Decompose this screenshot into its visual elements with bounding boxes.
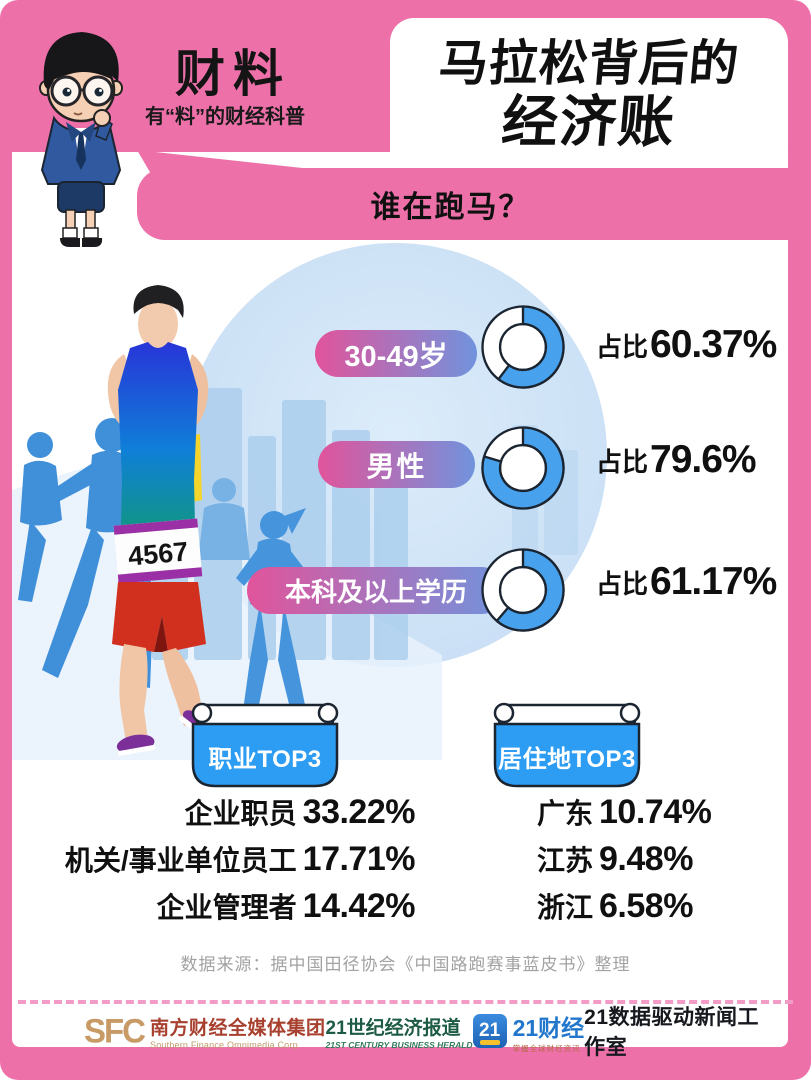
caijing-logo: 21 21财经 掌握全球财经资讯	[472, 1009, 585, 1054]
herald-logo: 21世纪经济报道 21ST CENTURY BUSINESS HERALD	[326, 1013, 473, 1050]
sfc-name-en: Southern Finance Omnimedia Corp.	[150, 1039, 301, 1050]
stat-value-education: 占比 61.17%	[596, 560, 777, 604]
stat-prefix: 占比	[596, 446, 649, 477]
stat-prefix: 占比	[596, 331, 649, 362]
stat-number: 61.17%	[650, 560, 777, 603]
dashed-divider	[18, 1000, 793, 1004]
stat-value-age: 占比 60.37%	[596, 323, 777, 367]
runner-illustration: 4567	[12, 243, 607, 760]
stat-label-age: 30-49岁	[315, 330, 477, 377]
herald-name-cn: 21世纪经济报道	[325, 1017, 461, 1039]
list-item: 机关/事业单位员工 17.71%	[64, 840, 416, 878]
sfc-abbr: SFC	[84, 1011, 146, 1050]
bib-number: 4567	[127, 536, 189, 571]
list-item: 江苏 9.48%	[537, 840, 693, 878]
donut-chart-education	[478, 545, 568, 635]
ribbon-occupation-top3: 职业TOP3	[185, 698, 345, 790]
title-card: 马拉松背后的 经济账	[390, 18, 788, 174]
list-item: 企业管理者 14.42%	[156, 887, 416, 925]
ribbon-residence-label: 居住地TOP3	[498, 745, 636, 773]
sfc-logo: SFC 南方财经全媒体集团 Southern Finance Omnimedia…	[84, 1011, 326, 1050]
stat-label-education-text: 本科及以上学历	[284, 577, 467, 607]
race-bib: 4567	[113, 518, 203, 584]
section-banner: 谁在跑马？	[137, 168, 800, 240]
stat-prefix: 占比	[596, 568, 649, 599]
brand-logo-title: 财料	[175, 46, 291, 102]
stat-label-gender-text: 男性	[366, 450, 427, 482]
stat-number: 79.6%	[650, 438, 757, 481]
brand-logo-subtitle: 有“料”的财经科普	[145, 106, 305, 128]
caijing-tagline: 掌握全球财经资讯	[512, 1043, 581, 1053]
footer-logos: SFC 南方财经全媒体集团 Southern Finance Omnimedia…	[84, 1006, 776, 1059]
donut-chart-age	[478, 302, 568, 392]
herald-name-en: 21ST CENTURY BUSINESS HERALD	[325, 1039, 473, 1050]
studio-name: 21数据驱动新闻工作室	[584, 1006, 760, 1059]
stat-label-education: 本科及以上学历	[247, 567, 505, 614]
donut-chart-gender	[478, 423, 568, 513]
caijing-app-icon: 21	[472, 1014, 507, 1048]
section-banner-label: 谁在跑马？	[370, 191, 531, 224]
ribbon-occupation-label: 职业TOP3	[208, 745, 322, 773]
caijing-name: 21财经	[512, 1014, 585, 1041]
mascot-character	[39, 32, 123, 247]
data-source-note: 数据来源：据中国田径协会《中国路跑赛事蓝皮书》整理	[180, 955, 631, 974]
list-item: 广东 10.74%	[537, 793, 712, 831]
occupation-top3-list: 企业职员 33.22% 机关/事业单位员工 17.71% 企业管理者 14.42%	[55, 790, 416, 931]
ribbon-residence-top3: 居住地TOP3	[487, 698, 647, 790]
page-title-line1: 马拉松背后的	[436, 37, 742, 92]
list-item: 企业职员 33.22%	[184, 793, 416, 831]
stat-label-gender: 男性	[318, 441, 475, 488]
stat-number: 60.37%	[650, 323, 777, 366]
page-title-line2: 经济账	[499, 89, 679, 153]
list-item: 浙江 6.58%	[537, 887, 693, 925]
residence-top3-list: 广东 10.74% 江苏 9.48% 浙江 6.58%	[537, 790, 787, 931]
sfc-name-cn: 南方财经全媒体集团	[150, 1017, 326, 1039]
stat-value-gender: 占比 79.6%	[596, 438, 757, 482]
stat-label-age-text: 30-49岁	[344, 340, 448, 373]
main-runner: 4567	[107, 285, 212, 756]
